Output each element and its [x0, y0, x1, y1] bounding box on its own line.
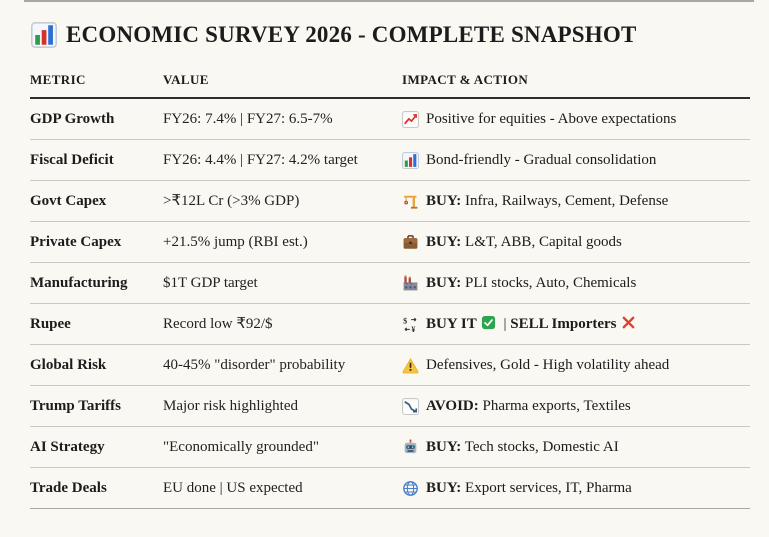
- snapshot-table: METRIC VALUE IMPACT & ACTION GDP Growth …: [30, 60, 750, 509]
- value-cell: 40-45% "disorder" probability: [163, 357, 346, 373]
- cross-mark-icon: [621, 315, 636, 333]
- table-row: Private Capex +21.5% jump (RBI est.) BUY…: [30, 222, 750, 263]
- impact-cell: BUY: Tech stocks, Domestic AI: [402, 438, 750, 456]
- warning-icon: [402, 357, 419, 374]
- impact-segment: Bond-friendly - Gradual consolidation: [426, 152, 657, 168]
- value-cell: Record low ₹92/$: [163, 316, 273, 332]
- metric-cell: GDP Growth: [30, 111, 115, 127]
- page-title: ECONOMIC SURVEY 2026 - COMPLETE SNAPSHOT: [31, 22, 750, 48]
- metric-cell: Govt Capex: [30, 193, 107, 209]
- impact-segment: AVOID:: [426, 398, 479, 414]
- impact-segment: BUY:: [426, 234, 462, 250]
- impact-segment: BUY:: [426, 193, 462, 209]
- impact-text: BUY: L&T, ABB, Capital goods: [426, 233, 622, 251]
- impact-text: BUY IT | SELL Importers: [426, 315, 640, 333]
- top-divider: [24, 0, 754, 2]
- chart-decreasing-icon: [402, 397, 419, 415]
- metric-cell: Trump Tariffs: [30, 398, 121, 414]
- impact-segment: L&T, ABB, Capital goods: [461, 234, 622, 250]
- bar-chart-icon: [402, 151, 419, 169]
- bar-chart-icon: [31, 22, 57, 48]
- page-title-text: ECONOMIC SURVEY 2026 - COMPLETE SNAPSHOT: [66, 22, 637, 47]
- svg-text:$: $: [403, 316, 407, 325]
- impact-cell: Bond-friendly - Gradual consolidation: [402, 151, 750, 169]
- value-cell: EU done | US expected: [163, 480, 303, 496]
- value-cell: $1T GDP target: [163, 275, 258, 291]
- metric-cell: Trade Deals: [30, 480, 107, 496]
- impact-text: BUY: Tech stocks, Domestic AI: [426, 438, 619, 456]
- table-row: Trade Deals EU done | US expected BUY: E…: [30, 468, 750, 509]
- page: ECONOMIC SURVEY 2026 - COMPLETE SNAPSHOT…: [30, 0, 750, 509]
- factory-icon: [402, 274, 419, 292]
- value-cell: FY26: 7.4% | FY27: 6.5-7%: [163, 111, 333, 127]
- column-header-metric: METRIC: [30, 72, 86, 87]
- table-row: Manufacturing $1T GDP target BUY: PLI st…: [30, 263, 750, 304]
- check-mark-icon: [481, 315, 496, 333]
- briefcase-icon: [402, 234, 419, 251]
- impact-cell: Defensives, Gold - High volatility ahead: [402, 356, 750, 374]
- impact-text: AVOID: Pharma exports, Textiles: [426, 397, 631, 415]
- column-header-value: VALUE: [163, 72, 209, 87]
- impact-segment: SELL Importers: [510, 316, 617, 332]
- metric-cell: Rupee: [30, 316, 71, 332]
- value-cell: +21.5% jump (RBI est.): [163, 234, 308, 250]
- metric-cell: Global Risk: [30, 357, 107, 373]
- impact-text: BUY: PLI stocks, Auto, Chemicals: [426, 274, 636, 292]
- impact-segment: Pharma exports, Textiles: [478, 398, 631, 414]
- value-cell: "Economically grounded": [163, 439, 319, 455]
- table-row: Govt Capex >₹12L Cr (>3% GDP) BUY: Infra…: [30, 181, 750, 222]
- table-row: Rupee Record low ₹92/$ $ ¥ BUY IT | SELL …: [30, 304, 750, 345]
- impact-segment: |: [499, 316, 511, 332]
- impact-cell: BUY: PLI stocks, Auto, Chemicals: [402, 274, 750, 292]
- impact-segment: BUY:: [426, 275, 462, 291]
- chart-increasing-icon: [402, 110, 419, 128]
- metric-cell: Private Capex: [30, 234, 122, 250]
- impact-segment: Defensives, Gold - High volatility ahead: [426, 357, 670, 373]
- metric-cell: Fiscal Deficit: [30, 152, 114, 168]
- impact-cell: AVOID: Pharma exports, Textiles: [402, 397, 750, 415]
- impact-cell: BUY: L&T, ABB, Capital goods: [402, 233, 750, 251]
- table-row: AI Strategy "Economically grounded" BUY:…: [30, 427, 750, 468]
- currency-exchange-icon: $ ¥: [402, 316, 419, 333]
- column-header-impact: IMPACT & ACTION: [402, 72, 529, 87]
- value-cell: Major risk highlighted: [163, 398, 298, 414]
- impact-segment: BUY:: [426, 480, 462, 496]
- impact-segment: Tech stocks, Domestic AI: [461, 439, 619, 455]
- value-cell: FY26: 4.4% | FY27: 4.2% target: [163, 152, 358, 168]
- impact-segment: Positive for equities - Above expectatio…: [426, 111, 677, 127]
- robot-icon: [402, 438, 419, 456]
- metric-cell: AI Strategy: [30, 439, 105, 455]
- impact-segment: Export services, IT, Pharma: [461, 480, 632, 496]
- table-row: Trump Tariffs Major risk highlighted AVO…: [30, 386, 750, 427]
- table-row: Fiscal Deficit FY26: 4.4% | FY27: 4.2% t…: [30, 140, 750, 181]
- globe-icon: [402, 480, 419, 497]
- impact-cell: BUY: Infra, Railways, Cement, Defense: [402, 192, 750, 210]
- impact-segment: BUY IT: [426, 316, 477, 332]
- impact-cell: $ ¥ BUY IT | SELL Importers: [402, 315, 750, 333]
- construction-crane-icon: [402, 193, 419, 210]
- impact-segment: Infra, Railways, Cement, Defense: [461, 193, 669, 209]
- impact-cell: BUY: Export services, IT, Pharma: [402, 479, 750, 497]
- metric-cell: Manufacturing: [30, 275, 128, 291]
- table-row: Global Risk 40-45% "disorder" probabilit…: [30, 345, 750, 386]
- table-header-row: METRIC VALUE IMPACT & ACTION: [30, 60, 750, 99]
- impact-segment: PLI stocks, Auto, Chemicals: [461, 275, 637, 291]
- svg-text:¥: ¥: [411, 324, 415, 332]
- table-row: GDP Growth FY26: 7.4% | FY27: 6.5-7% Pos…: [30, 99, 750, 140]
- impact-text: BUY: Infra, Railways, Cement, Defense: [426, 192, 668, 210]
- impact-text: Positive for equities - Above expectatio…: [426, 110, 676, 128]
- impact-text: BUY: Export services, IT, Pharma: [426, 479, 632, 497]
- impact-segment: BUY:: [426, 439, 462, 455]
- table-body: GDP Growth FY26: 7.4% | FY27: 6.5-7% Pos…: [30, 99, 750, 509]
- impact-cell: Positive for equities - Above expectatio…: [402, 110, 750, 128]
- impact-text: Defensives, Gold - High volatility ahead: [426, 356, 669, 374]
- impact-text: Bond-friendly - Gradual consolidation: [426, 151, 656, 169]
- value-cell: >₹12L Cr (>3% GDP): [163, 193, 300, 209]
